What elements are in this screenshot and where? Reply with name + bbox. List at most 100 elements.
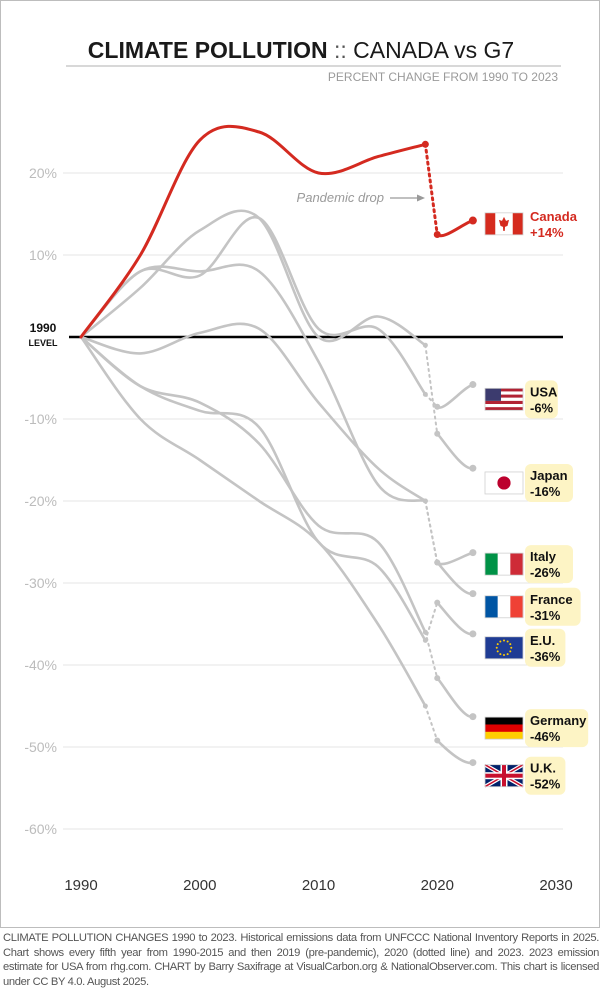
y-tick-label: -20% — [24, 493, 57, 509]
y-tick-label: 10% — [29, 247, 57, 263]
italy-label-highlight — [525, 545, 573, 584]
usa-label-name: USA — [530, 384, 558, 399]
usa-point-2019 — [422, 391, 428, 397]
france-recovery-line — [435, 561, 475, 595]
e-u-pandemic-dotted-line — [424, 601, 439, 642]
flag-star — [496, 650, 499, 653]
canada-pandemic-dotted-line — [423, 142, 439, 236]
flag-stripe — [485, 400, 523, 405]
chart-title-rest: CANADA vs G7 — [353, 37, 514, 63]
france-label-highlight — [525, 587, 581, 626]
flag-star — [499, 640, 502, 643]
u-k-label-name: U.K. — [530, 761, 556, 776]
y-tick-label: -40% — [24, 657, 57, 673]
flag-star — [496, 643, 499, 646]
flag-sun-disc — [497, 476, 511, 490]
annotation-arrowhead — [417, 194, 425, 202]
italy-point-2023 — [469, 549, 477, 557]
flag-band — [510, 595, 524, 618]
x-tick-label: 2030 — [539, 877, 572, 894]
canada-label-value: +14% — [530, 225, 564, 240]
flag-band — [485, 717, 523, 725]
flag-band — [485, 553, 498, 576]
baseline-label-year: 1990 — [30, 321, 57, 335]
e-u-recovery-line — [435, 601, 475, 636]
usa-recovery-line — [435, 383, 475, 409]
japan-point-2023 — [469, 464, 477, 472]
germany-label-highlight — [525, 709, 589, 748]
flag-cross-red-h — [485, 773, 523, 778]
germany-label-value: -46% — [530, 729, 561, 744]
france-line — [79, 322, 427, 503]
e-u-point-2020 — [434, 599, 441, 606]
eu-flag-icon — [484, 636, 524, 660]
chart-subtitle: PERCENT CHANGE FROM 1990 TO 2023 — [328, 70, 558, 84]
y-tick-label: -30% — [24, 575, 57, 591]
flag-star — [506, 640, 509, 643]
flag-band-right — [512, 212, 523, 235]
u-k-point-2023 — [469, 759, 477, 767]
germany-label-name: Germany — [530, 713, 587, 728]
e-u-label-highlight — [525, 628, 566, 667]
flag-star — [509, 650, 512, 653]
x-tick-label: 1990 — [64, 877, 97, 894]
x-tick-label: 2010 — [302, 877, 335, 894]
x-tick-label: 2020 — [421, 877, 454, 894]
g7-series-lines — [79, 209, 477, 767]
usa-label-value: -6% — [530, 400, 554, 415]
germany-point-2019 — [422, 629, 428, 635]
climate-pollution-chart: CLIMATE POLLUTION :: CANADA vs G7PERCENT… — [24, 37, 589, 894]
flag-border — [484, 552, 524, 576]
france-label-name: France — [530, 592, 573, 607]
germany-recovery-line — [435, 676, 475, 718]
usa-flag-icon — [484, 387, 524, 411]
e-u-label-name: E.U. — [530, 633, 555, 648]
y-tick-label: -50% — [24, 739, 57, 755]
u-k-point-2019 — [422, 703, 428, 709]
flag-band — [510, 553, 524, 576]
canada-point-2019 — [421, 140, 429, 148]
chart-title-separator: :: — [328, 37, 354, 63]
u-k-line — [79, 335, 427, 708]
u-k-recovery-line — [435, 739, 475, 765]
flag-stripe — [485, 388, 523, 392]
chart-title-bold: CLIMATE POLLUTION — [88, 37, 328, 63]
germany-line — [79, 335, 427, 634]
u-k-pandemic-dotted-line — [424, 705, 439, 742]
flag-stripe — [485, 394, 523, 398]
flag-star — [495, 646, 498, 649]
usa-point-2023 — [469, 381, 477, 389]
canada-line — [79, 124, 427, 339]
maple-leaf-icon — [499, 216, 509, 231]
flag-border — [484, 212, 524, 236]
e-u-label-value: -36% — [530, 649, 561, 664]
france-label-value: -31% — [530, 608, 561, 623]
flag-band — [485, 731, 523, 740]
japan-label-name: Japan — [530, 468, 568, 483]
flag-band — [497, 595, 511, 618]
flag-border — [484, 595, 524, 619]
japan-point-2019 — [422, 342, 428, 348]
flag-star — [503, 639, 505, 642]
y-tick-label: 20% — [29, 165, 57, 181]
canada-point-2023 — [468, 216, 477, 225]
flag-stripe — [485, 404, 523, 408]
baseline-label-level: LEVEL — [28, 338, 58, 348]
japan-line — [79, 209, 427, 347]
japan-pandemic-dotted-line — [424, 344, 439, 435]
x-tick-label: 2000 — [183, 877, 216, 894]
flag-star — [509, 643, 512, 646]
italy-recovery-line — [435, 551, 475, 566]
germany-pandemic-dotted-line — [424, 631, 439, 680]
chart-footer-note: CLIMATE POLLUTION CHANGES 1990 to 2023. … — [3, 932, 599, 988]
flag-band — [497, 553, 511, 576]
canada-recovery-line — [435, 219, 475, 238]
canada-point-2020 — [433, 231, 441, 238]
flag-star — [506, 653, 509, 656]
y-tick-label: -60% — [24, 821, 57, 837]
u-k-point-2020 — [434, 737, 441, 744]
france-flag-icon — [484, 595, 524, 619]
flag-border — [484, 764, 524, 788]
canada-label-name: Canada — [530, 209, 578, 224]
